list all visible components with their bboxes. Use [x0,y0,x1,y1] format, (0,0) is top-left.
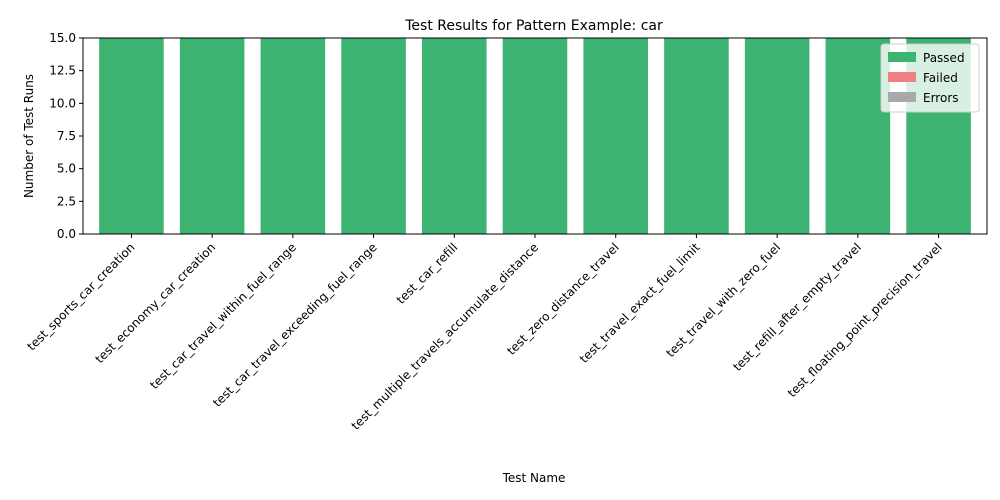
bar-passed-5 [422,38,487,234]
bar-passed-8 [664,38,729,234]
legend-swatch-errors [888,92,916,102]
y-axis-label: Number of Test Runs [22,74,36,198]
chart-title: Test Results for Pattern Example: car [404,18,663,34]
bar-passed-1 [99,38,164,234]
bar-passed-9 [744,38,810,234]
bar-passed-4 [341,38,406,234]
bar-passed-3 [260,38,326,234]
y-tick-label: 12.5 [49,64,76,78]
x-tick-label: test_multiple_travels_accumulate_distanc… [349,240,541,432]
x-tick-label: test_car_travel_exceeding_fuel_range [210,240,380,410]
bar-passed-10 [825,38,891,234]
legend-swatch-passed [888,52,916,62]
x-tick-label: test_floating_point_precision_travel [785,240,945,400]
legend: Passed Failed Errors [880,43,980,113]
y-tick-label: 5.0 [57,162,76,176]
x-tick-label: test_refill_after_empty_travel [730,240,864,374]
x-axis-label: Test Name [502,471,566,485]
y-tick-label: 10.0 [49,96,76,110]
legend-label-passed: Passed [923,51,965,65]
legend-label-errors: Errors [923,91,959,105]
x-tick-label: test_car_travel_within_fuel_range [147,240,299,392]
legend-swatch-failed [888,72,916,82]
legend-label-failed: Failed [923,71,958,85]
y-tick-label: 15.0 [49,31,76,45]
bar-passed-7 [583,38,648,234]
x-tick-label: test_car_refill [394,240,461,307]
bar-passed-2 [179,38,245,234]
y-tick-label: 2.5 [57,194,76,208]
bar-passed-6 [502,38,568,234]
y-tick-label: 0.0 [57,227,76,241]
plot-area: 0.02.55.07.510.012.515.0test_sports_car_… [24,31,988,433]
y-tick-label: 7.5 [57,129,76,143]
